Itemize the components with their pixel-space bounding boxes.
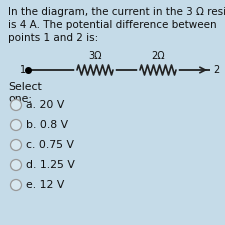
Text: 2Ω: 2Ω bbox=[151, 51, 165, 61]
Text: 3Ω: 3Ω bbox=[88, 51, 102, 61]
Circle shape bbox=[11, 180, 22, 191]
Text: b. 0.8 V: b. 0.8 V bbox=[26, 120, 68, 130]
Text: 1: 1 bbox=[20, 65, 26, 75]
Text: d. 1.25 V: d. 1.25 V bbox=[26, 160, 75, 170]
Text: In the diagram, the current in the 3 Ω resistor: In the diagram, the current in the 3 Ω r… bbox=[8, 7, 225, 17]
Text: a. 20 V: a. 20 V bbox=[26, 100, 64, 110]
Text: 2: 2 bbox=[213, 65, 219, 75]
Circle shape bbox=[11, 99, 22, 110]
Circle shape bbox=[11, 119, 22, 130]
Text: is 4 A. The potential difference between: is 4 A. The potential difference between bbox=[8, 20, 217, 30]
Text: e. 12 V: e. 12 V bbox=[26, 180, 64, 190]
Text: points 1 and 2 is:: points 1 and 2 is: bbox=[8, 33, 98, 43]
Circle shape bbox=[11, 140, 22, 151]
Circle shape bbox=[11, 160, 22, 171]
Text: one:: one: bbox=[8, 94, 32, 104]
Text: Select: Select bbox=[8, 82, 42, 92]
Text: c. 0.75 V: c. 0.75 V bbox=[26, 140, 74, 150]
